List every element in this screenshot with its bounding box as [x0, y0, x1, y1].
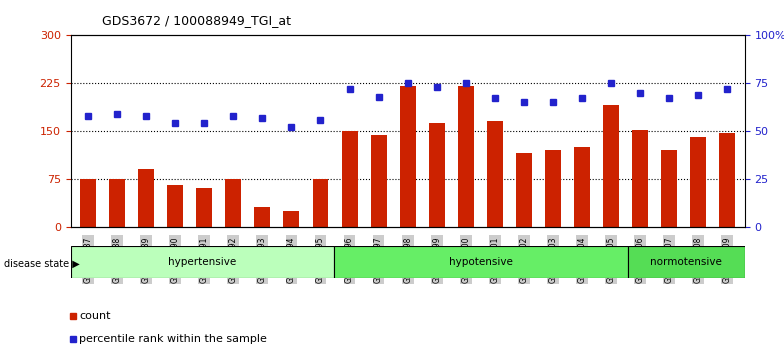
Bar	[627, 246, 745, 278]
Bar	[313, 179, 328, 227]
Text: normotensive: normotensive	[650, 257, 722, 267]
Bar	[720, 133, 735, 227]
Bar	[545, 150, 561, 227]
Bar	[574, 147, 590, 227]
Bar	[335, 246, 627, 278]
Text: percentile rank within the sample: percentile rank within the sample	[79, 334, 267, 344]
Bar	[371, 136, 387, 227]
Bar	[661, 150, 677, 227]
Bar	[516, 153, 532, 227]
Bar	[429, 123, 445, 227]
Bar	[71, 246, 335, 278]
Bar	[167, 185, 183, 227]
Bar	[109, 179, 125, 227]
Bar	[342, 131, 358, 227]
Bar	[196, 188, 212, 227]
Text: disease state ▶: disease state ▶	[4, 259, 80, 269]
Bar	[458, 86, 474, 227]
Text: hypertensive: hypertensive	[169, 257, 237, 267]
Bar	[284, 211, 299, 227]
Bar	[225, 179, 241, 227]
Bar	[254, 207, 270, 227]
Bar	[603, 105, 619, 227]
Text: hypotensive: hypotensive	[449, 257, 513, 267]
Text: GDS3672 / 100088949_TGI_at: GDS3672 / 100088949_TGI_at	[102, 14, 291, 27]
Bar	[690, 137, 706, 227]
Bar	[400, 86, 416, 227]
Bar	[138, 169, 154, 227]
Bar	[80, 179, 96, 227]
Bar	[487, 121, 503, 227]
Text: count: count	[79, 311, 111, 321]
Bar	[632, 130, 648, 227]
